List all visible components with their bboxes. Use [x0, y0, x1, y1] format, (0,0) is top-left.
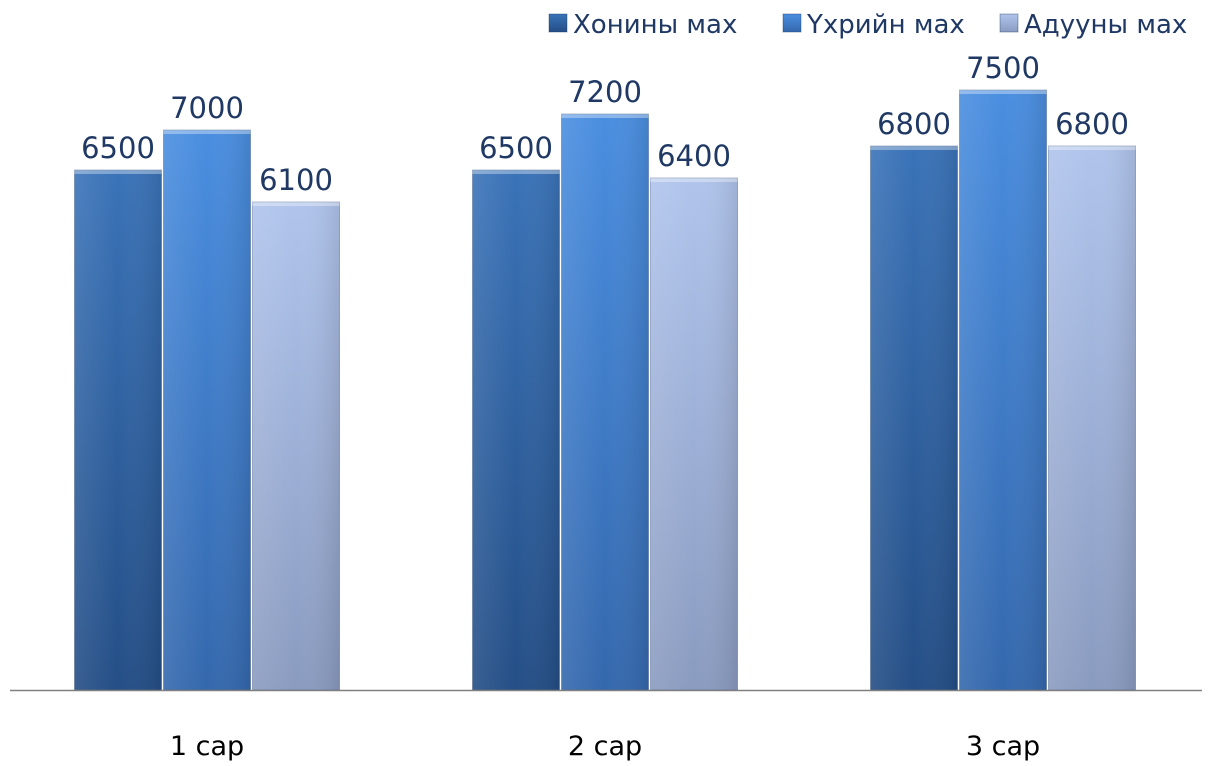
legend-swatch	[999, 13, 1019, 33]
data-label: 6500	[479, 131, 553, 165]
bar-top-bevel	[163, 130, 251, 134]
legend-label: Адууны мах	[1024, 10, 1187, 40]
data-label: 6800	[1055, 107, 1129, 141]
category-label: 2 сар	[568, 731, 642, 762]
legend: Хонины мах Үхрийн мах Адууны мах	[548, 10, 1187, 40]
bar-top-bevel	[650, 178, 738, 182]
data-labels: 6500 7000 6100 6500 7200 6400 6800 7500 6800	[81, 51, 1129, 197]
bar-top-bevel	[870, 146, 958, 150]
category-label: 3 сар	[966, 731, 1040, 762]
bar-gloss	[472, 170, 560, 690]
category-labels: 1 сар 2 сар 3 сар	[170, 731, 1040, 762]
bar-gloss	[959, 90, 1047, 690]
data-label: 6400	[657, 139, 731, 173]
category-label: 1 сар	[170, 731, 244, 762]
bar-gloss	[650, 178, 738, 690]
bar-gloss	[163, 130, 251, 690]
data-label: 6800	[877, 107, 951, 141]
legend-swatch	[782, 13, 802, 33]
bar-gloss	[561, 114, 649, 690]
data-label: 6100	[259, 163, 333, 197]
data-label: 7500	[966, 51, 1040, 85]
bars	[74, 89, 1136, 691]
bar-top-bevel	[959, 90, 1047, 94]
legend-swatch	[548, 13, 568, 33]
bar-top-bevel	[74, 170, 162, 174]
data-label: 7000	[170, 91, 244, 125]
legend-label: Хонины мах	[573, 10, 737, 40]
bar-gloss	[252, 202, 340, 690]
bar-top-bevel	[252, 202, 340, 206]
data-label: 6500	[81, 131, 155, 165]
data-label: 7200	[568, 75, 642, 109]
bar-gloss	[870, 146, 958, 690]
bar-gloss	[1048, 146, 1136, 690]
bar-top-bevel	[1048, 146, 1136, 150]
bar-top-bevel	[561, 114, 649, 118]
bar-gloss	[74, 170, 162, 690]
legend-label: Үхрийн мах	[806, 10, 965, 40]
bar-top-bevel	[472, 170, 560, 174]
